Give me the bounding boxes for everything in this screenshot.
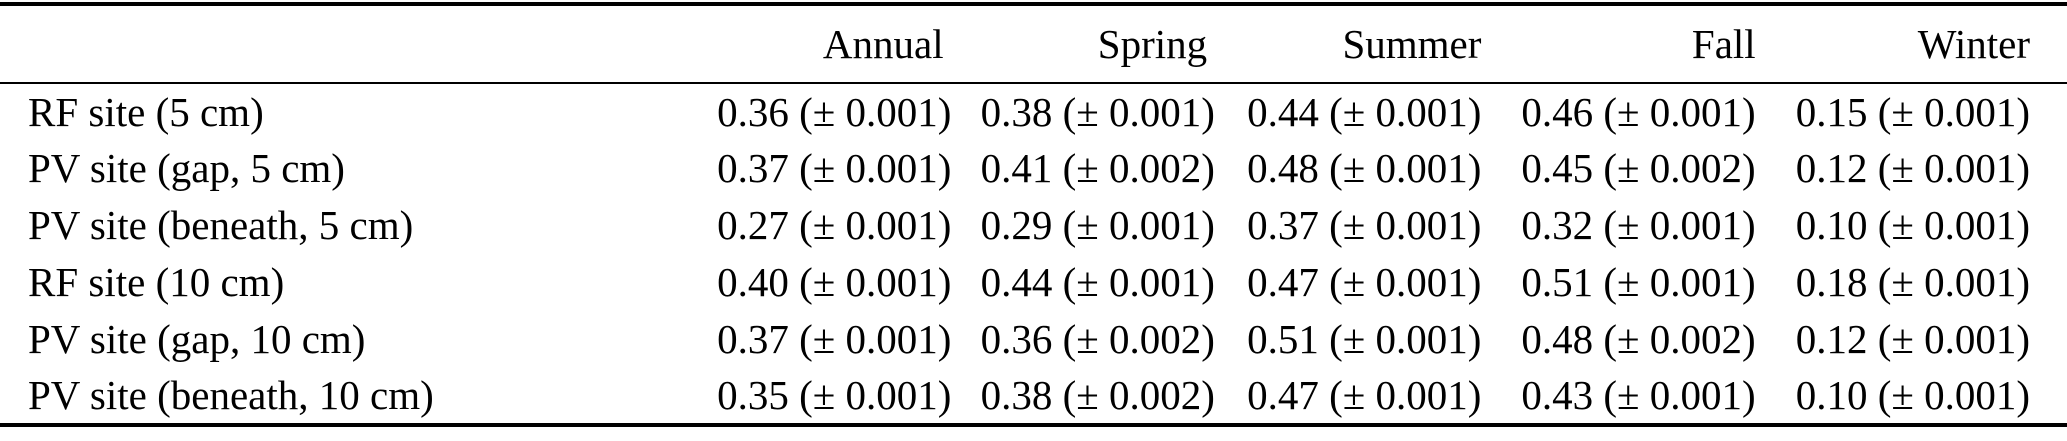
column-header-winter: Winter [1792, 4, 2067, 84]
table-row: PV site (beneath, 5 cm) 0.27 (± 0.001) 0… [0, 197, 2067, 254]
table-cell: 0.37 (± 0.001) [717, 145, 952, 191]
row-label: PV site (beneath, 10 cm) [28, 372, 434, 418]
table-row: PV site (gap, 10 cm) 0.37 (± 0.001) 0.36… [0, 311, 2067, 368]
table-cell: 0.43 (± 0.001) [1521, 372, 1756, 418]
row-label: RF site (10 cm) [28, 259, 285, 305]
table-cell: 0.27 (± 0.001) [717, 202, 952, 248]
table-cell: 0.12 (± 0.001) [1795, 316, 2030, 362]
row-label: PV site (beneath, 5 cm) [28, 202, 414, 248]
table-cell: 0.18 (± 0.001) [1795, 259, 2030, 305]
table-cell: 0.10 (± 0.001) [1795, 202, 2030, 248]
table-cell: 0.36 (± 0.002) [980, 316, 1215, 362]
table-cell: 0.44 (± 0.001) [980, 259, 1215, 305]
table-cell: 0.35 (± 0.001) [717, 372, 952, 418]
table-cell: 0.10 (± 0.001) [1795, 372, 2030, 418]
row-label: PV site (gap, 10 cm) [28, 316, 366, 362]
seasonal-site-values-table: Annual Spring Summer Fall Winter RF site… [0, 2, 2067, 427]
table-row: PV site (gap, 5 cm) 0.37 (± 0.001) 0.41 … [0, 140, 2067, 197]
table-cell: 0.15 (± 0.001) [1795, 88, 2030, 135]
table-cell: 0.38 (± 0.002) [980, 372, 1215, 418]
column-header-spring: Spring [980, 4, 1245, 84]
table-cell: 0.40 (± 0.001) [717, 259, 952, 305]
table-cell: 0.46 (± 0.001) [1521, 88, 1756, 135]
table-row: PV site (beneath, 10 cm) 0.35 (± 0.001) … [0, 368, 2067, 425]
table-cell: 0.29 (± 0.001) [980, 202, 1215, 248]
table-cell: 0.38 (± 0.001) [980, 88, 1215, 135]
table-cell: 0.41 (± 0.002) [980, 145, 1215, 191]
table-cell: 0.48 (± 0.002) [1521, 316, 1756, 362]
corner-cell [0, 4, 718, 84]
table-cell: 0.51 (± 0.001) [1247, 316, 1482, 362]
table-cell: 0.12 (± 0.001) [1795, 145, 2030, 191]
table-cell: 0.32 (± 0.001) [1521, 202, 1756, 248]
column-header-fall: Fall [1518, 4, 1793, 84]
column-header-summer: Summer [1244, 4, 1519, 84]
header-row: Annual Spring Summer Fall Winter [0, 4, 2067, 84]
table-cell: 0.51 (± 0.001) [1521, 259, 1756, 305]
table-body: RF site (5 cm) 0.36 (± 0.001) 0.38 (± 0.… [0, 83, 2067, 425]
row-label: RF site (5 cm) [28, 88, 264, 135]
table-cell: 0.44 (± 0.001) [1247, 88, 1482, 135]
table-row: RF site (10 cm) 0.40 (± 0.001) 0.44 (± 0… [0, 254, 2067, 311]
row-label: PV site (gap, 5 cm) [28, 145, 345, 191]
table-cell: 0.36 (± 0.001) [717, 88, 952, 135]
table-cell: 0.47 (± 0.001) [1247, 372, 1482, 418]
table-cell: 0.37 (± 0.001) [1247, 202, 1482, 248]
column-header-annual: Annual [717, 4, 981, 84]
table-cell: 0.45 (± 0.002) [1521, 145, 1756, 191]
table-header: Annual Spring Summer Fall Winter [0, 4, 2067, 84]
table-cell: 0.48 (± 0.001) [1247, 145, 1482, 191]
table-cell: 0.47 (± 0.001) [1247, 259, 1482, 305]
table-row: RF site (5 cm) 0.36 (± 0.001) 0.38 (± 0.… [0, 83, 2067, 140]
table-cell: 0.37 (± 0.001) [717, 316, 952, 362]
